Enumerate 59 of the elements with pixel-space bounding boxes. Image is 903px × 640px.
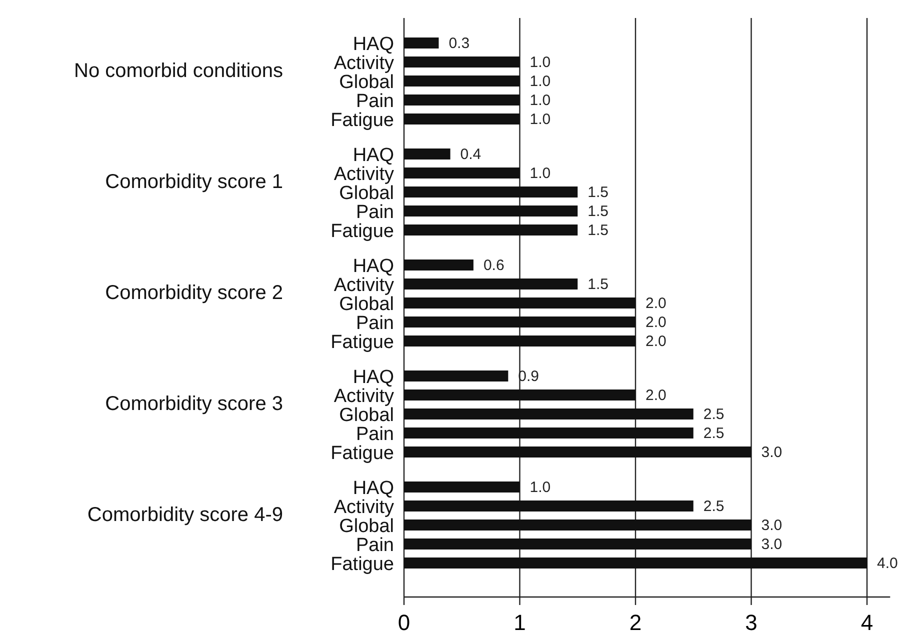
data-label: 3.0 xyxy=(761,517,782,534)
y-tick-label: Global xyxy=(339,183,394,204)
y-tick-label: Pain xyxy=(356,313,394,334)
data-label: 1.5 xyxy=(588,184,608,201)
y-tick-label: Pain xyxy=(356,535,394,556)
y-tick-label: Activity xyxy=(334,53,394,74)
y-tick-label: Pain xyxy=(356,202,394,223)
text: Comorbidity score 3 xyxy=(105,393,283,415)
data-label: 1.0 xyxy=(530,92,551,109)
y-tick-label: Fatigue xyxy=(330,443,394,464)
data-label: 1.0 xyxy=(530,479,551,496)
data-label: 2.0 xyxy=(646,314,666,331)
data-label: 2.0 xyxy=(646,333,666,350)
x-tick-label: 2 xyxy=(629,610,642,635)
text: Comorbidity score 4-9 xyxy=(87,504,283,526)
x-tick-label: 4 xyxy=(860,610,874,635)
y-tick-label: HAQ xyxy=(352,145,394,166)
text: Comorbidity score 1 xyxy=(105,171,283,193)
data-label: 0.3 xyxy=(448,35,470,52)
y-tick-label: Global xyxy=(339,294,394,315)
x-tick-label: 0 xyxy=(398,610,410,635)
y-tick-label: Pain xyxy=(356,91,394,112)
data-label: 1.0 xyxy=(530,54,551,71)
data-label: 2.0 xyxy=(646,387,666,404)
y-tick-label: Fatigue xyxy=(330,110,394,131)
data-label: 1.5 xyxy=(588,203,608,220)
data-label: 1.5 xyxy=(588,276,608,293)
data-label: 1.0 xyxy=(530,111,551,128)
y-tick-label: Global xyxy=(339,405,394,426)
y-tick-label: HAQ xyxy=(352,478,394,499)
text: No comorbid conditions xyxy=(74,60,283,82)
data-label: 2.5 xyxy=(703,406,724,423)
y-tick-label: Activity xyxy=(334,386,394,407)
y-tick-label: Pain xyxy=(356,424,394,445)
data-label: 1.5 xyxy=(588,222,608,239)
y-tick-label: Global xyxy=(339,72,394,93)
text: Comorbidity score 2 xyxy=(105,282,283,304)
x-tick-label: 3 xyxy=(745,610,758,635)
data-label: 4.0 xyxy=(877,555,898,572)
y-tick-label: Fatigue xyxy=(330,332,394,353)
data-label: 1.0 xyxy=(530,165,551,182)
y-tick-label: Global xyxy=(339,516,394,537)
y-tick-label: HAQ xyxy=(352,256,394,277)
data-label: 0.6 xyxy=(483,257,504,274)
y-tick-label: Fatigue xyxy=(330,554,394,575)
x-tick-label: 1 xyxy=(514,610,526,635)
data-label: 1.0 xyxy=(530,73,551,90)
y-tick-label: Fatigue xyxy=(330,221,394,242)
data-label: 2.0 xyxy=(646,295,666,312)
data-label: 2.5 xyxy=(703,425,724,442)
y-tick-label: HAQ xyxy=(352,34,394,55)
y-tick-label: Activity xyxy=(334,164,394,185)
data-label: 2.5 xyxy=(703,498,724,515)
y-tick-label: Activity xyxy=(334,275,394,296)
y-tick-label: Activity xyxy=(334,497,394,518)
y-tick-label: HAQ xyxy=(352,367,394,388)
data-label: 3.0 xyxy=(761,444,782,461)
data-label: 3.0 xyxy=(761,536,782,553)
data-label: 0.4 xyxy=(460,146,482,163)
